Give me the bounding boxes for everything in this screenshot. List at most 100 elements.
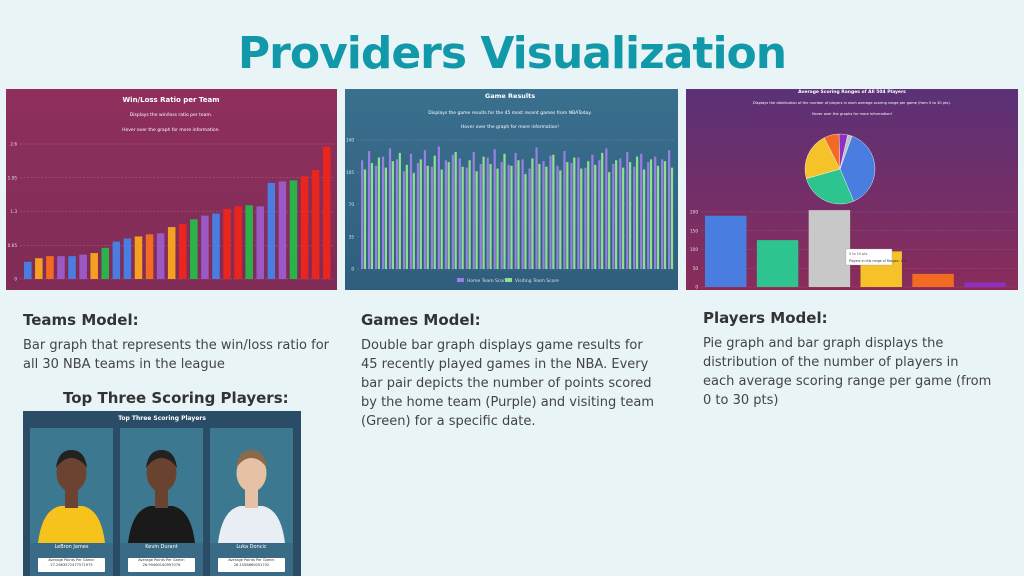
visit-score-bar[interactable]: [377, 157, 381, 269]
visit-score-bar[interactable]: [615, 160, 618, 269]
games-bar-chart[interactable]: Game Results Displays the game results f…: [345, 89, 678, 290]
team-bar[interactable]: [68, 256, 76, 279]
visit-score-bar[interactable]: [670, 167, 674, 269]
team-bar[interactable]: [234, 206, 242, 279]
team-bar[interactable]: [123, 238, 132, 280]
visit-score-bar[interactable]: [545, 166, 548, 269]
visit-score-bar[interactable]: [622, 167, 625, 269]
pie-slice[interactable]: [806, 168, 855, 205]
visit-score-bar[interactable]: [461, 166, 464, 269]
visit-score-bar[interactable]: [649, 159, 653, 269]
home-score-bar[interactable]: [577, 157, 580, 269]
visit-score-bar[interactable]: [447, 162, 450, 269]
home-score-bar[interactable]: [367, 151, 371, 269]
home-score-bar[interactable]: [605, 148, 608, 269]
home-score-bar[interactable]: [584, 167, 587, 269]
home-score-bar[interactable]: [521, 159, 524, 269]
team-bar[interactable]: [35, 258, 43, 279]
scoring-range-bar[interactable]: [756, 240, 799, 287]
player-card[interactable]: Luka Doncic Average Points Per Game: 26.…: [210, 428, 293, 576]
team-bar[interactable]: [245, 205, 253, 279]
visit-score-bar[interactable]: [468, 160, 471, 269]
team-bar[interactable]: [112, 241, 121, 279]
visit-score-bar[interactable]: [601, 152, 604, 269]
team-bar[interactable]: [57, 256, 65, 279]
visit-score-bar[interactable]: [412, 173, 415, 269]
team-bar[interactable]: [223, 208, 231, 279]
team-bar[interactable]: [101, 247, 110, 279]
team-bar[interactable]: [179, 223, 187, 279]
team-bar[interactable]: [46, 256, 54, 279]
home-score-bar[interactable]: [437, 146, 440, 269]
team-bar[interactable]: [256, 206, 265, 279]
home-score-bar[interactable]: [598, 160, 601, 269]
home-score-bar[interactable]: [479, 163, 482, 269]
scoring-range-bar[interactable]: [705, 215, 747, 287]
team-bar[interactable]: [79, 254, 87, 279]
home-score-bar[interactable]: [661, 159, 664, 269]
home-score-bar[interactable]: [626, 151, 629, 269]
visit-score-bar[interactable]: [482, 156, 485, 269]
team-bar[interactable]: [201, 215, 209, 279]
visit-score-bar[interactable]: [510, 165, 513, 269]
team-bar[interactable]: [134, 236, 143, 279]
visit-score-bar[interactable]: [475, 171, 478, 269]
scoring-range-bar[interactable]: [808, 210, 851, 287]
home-score-bar[interactable]: [423, 150, 427, 269]
visit-score-bar[interactable]: [663, 161, 667, 269]
home-score-bar[interactable]: [563, 151, 566, 269]
home-score-bar[interactable]: [542, 161, 545, 269]
visit-score-bar[interactable]: [594, 164, 597, 269]
visit-score-bar[interactable]: [635, 156, 639, 269]
pie-slice[interactable]: [804, 137, 841, 179]
home-score-bar[interactable]: [654, 156, 657, 269]
team-bar[interactable]: [156, 233, 165, 279]
home-score-bar[interactable]: [374, 165, 378, 269]
home-score-bar[interactable]: [472, 151, 475, 269]
team-bar[interactable]: [90, 253, 98, 279]
home-score-bar[interactable]: [612, 163, 615, 269]
visit-score-bar[interactable]: [419, 159, 422, 269]
teams-chart-panel[interactable]: Win/Loss Ratio per Team Displays the win…: [6, 89, 337, 290]
visit-score-bar[interactable]: [503, 153, 506, 269]
visit-score-bar[interactable]: [440, 169, 443, 269]
games-chart-panel[interactable]: Game Results Displays the game results f…: [345, 89, 678, 290]
scoring-range-bar[interactable]: [964, 282, 1006, 288]
home-score-bar[interactable]: [409, 153, 413, 269]
players-chart-panel[interactable]: Average Scoring Ranges of All 504 Player…: [686, 89, 1018, 290]
home-score-bar[interactable]: [458, 158, 461, 269]
visit-score-bar[interactable]: [363, 169, 367, 269]
home-score-bar[interactable]: [528, 168, 531, 269]
player-card[interactable]: LeBron James Average Points Per Game: 27…: [30, 428, 113, 576]
visit-score-bar[interactable]: [538, 163, 541, 269]
visit-score-bar[interactable]: [656, 165, 660, 269]
home-score-bar[interactable]: [591, 154, 594, 269]
home-score-bar[interactable]: [633, 166, 636, 269]
team-bar[interactable]: [278, 181, 287, 279]
team-bar[interactable]: [311, 169, 320, 279]
home-score-bar[interactable]: [549, 155, 552, 269]
visit-score-bar[interactable]: [496, 168, 499, 269]
visit-score-bar[interactable]: [552, 154, 555, 269]
home-score-bar[interactable]: [395, 159, 399, 269]
teams-bar-chart[interactable]: Win/Loss Ratio per Team Displays the win…: [6, 89, 337, 290]
home-score-bar[interactable]: [493, 149, 496, 269]
visit-score-bar[interactable]: [608, 172, 611, 269]
visit-score-bar[interactable]: [405, 164, 408, 269]
visit-score-bar[interactable]: [370, 163, 374, 269]
home-score-bar[interactable]: [430, 166, 434, 269]
visit-score-bar[interactable]: [566, 162, 569, 269]
players-charts[interactable]: Average Scoring Ranges of All 504 Player…: [686, 89, 1018, 290]
home-score-bar[interactable]: [514, 152, 517, 269]
home-score-bar[interactable]: [570, 163, 573, 269]
home-score-bar[interactable]: [381, 156, 385, 269]
home-score-bar[interactable]: [507, 164, 510, 269]
home-score-bar[interactable]: [451, 154, 454, 269]
team-bar[interactable]: [145, 234, 154, 279]
visit-score-bar[interactable]: [531, 158, 534, 269]
pie-slice[interactable]: [839, 135, 876, 202]
home-score-bar[interactable]: [486, 157, 489, 269]
visit-score-bar[interactable]: [454, 151, 457, 269]
home-score-bar[interactable]: [500, 162, 503, 269]
home-score-bar[interactable]: [640, 153, 643, 269]
